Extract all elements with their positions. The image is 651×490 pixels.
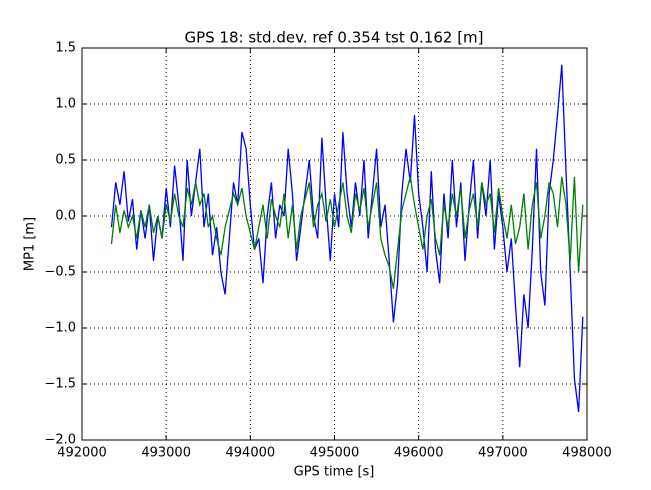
x-tick-label: 495000 [310,446,360,461]
x-tick-label: 497000 [478,446,528,461]
y-tick-label: −0.5 [44,265,76,280]
x-tick-label: 494000 [226,446,276,461]
plot-frame [81,47,588,441]
x-tick-label: 496000 [394,446,444,461]
y-tick-label: 1.0 [55,97,76,112]
y-tick-label: −1.5 [44,377,76,392]
x-tick-label: 493000 [141,446,191,461]
data-line [110,176,584,289]
y-tick-label: 0.0 [55,209,76,224]
x-axis-label: GPS time [s] [294,465,375,480]
y-tick-label: −1.0 [44,321,76,336]
y-axis-label: MP1 [m] [23,217,38,271]
chart-title: GPS 18: std.dev. ref 0.354 tst 0.162 [m] [184,29,483,47]
y-tick-label: −2.0 [44,433,76,448]
x-tick-label: 492000 [57,446,107,461]
x-tick-label: 498000 [562,446,612,461]
y-tick-label: 0.5 [55,153,76,168]
y-tick-label: 1.5 [55,41,76,56]
